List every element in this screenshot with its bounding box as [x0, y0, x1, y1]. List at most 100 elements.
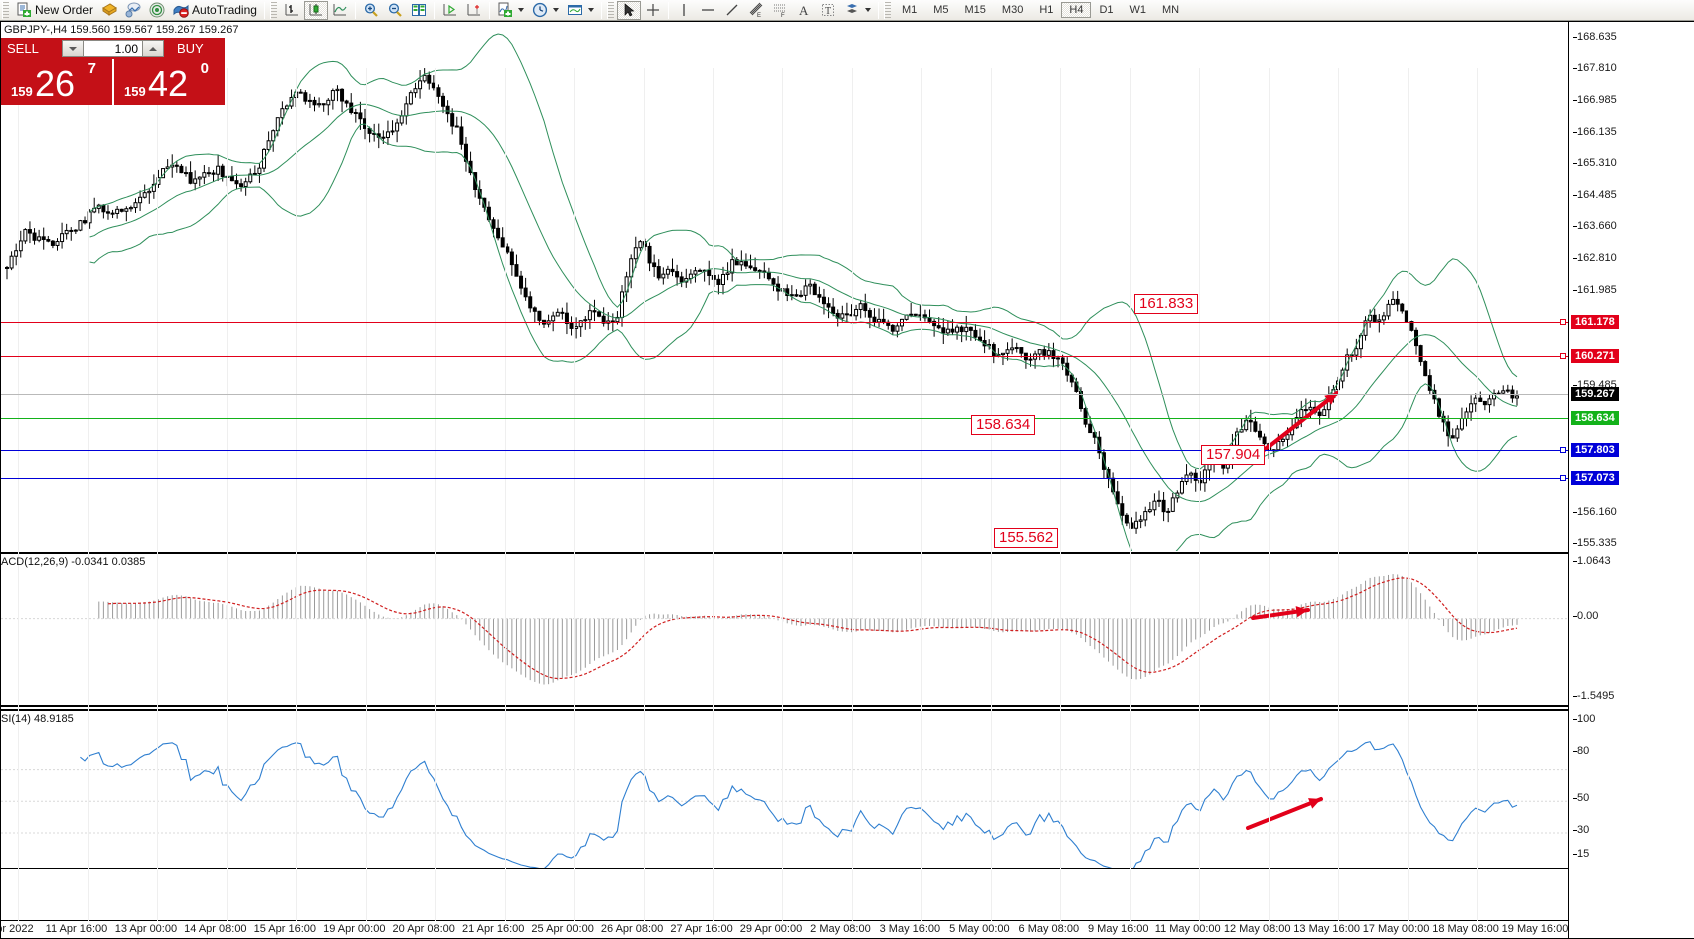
- templates-button[interactable]: [563, 1, 598, 20]
- price-scale[interactable]: 168.635 167.810 166.985 166.135 165.310 164.4…: [1568, 22, 1694, 938]
- svg-text:A: A: [799, 3, 809, 18]
- level-handle[interactable]: [1560, 353, 1566, 360]
- crosshair-button[interactable]: [641, 1, 665, 20]
- price-level-badge-resistance-level[interactable]: 161.178: [1571, 314, 1619, 329]
- level-handle[interactable]: [1560, 318, 1566, 325]
- price-tick: 167.810: [1573, 62, 1617, 75]
- buy-button[interactable]: BUY: [167, 38, 225, 59]
- level-handle[interactable]: [1560, 474, 1566, 481]
- timeframe-mn[interactable]: MN: [1162, 4, 1180, 16]
- vertical-line-button[interactable]: [672, 1, 696, 20]
- autotrading-icon: [173, 2, 189, 18]
- time-tick: 2 May 08:00: [810, 923, 871, 935]
- line-studies-grip[interactable]: [606, 1, 614, 19]
- price-level-line-157-073[interactable]: [1, 477, 1568, 479]
- price-annotation-161-833[interactable]: 161.833: [1134, 294, 1199, 314]
- price-level-badge-resistance-level[interactable]: 160.271: [1571, 349, 1619, 364]
- bar-chart-button[interactable]: [280, 1, 304, 20]
- price-annotation-155-562[interactable]: 155.562: [994, 528, 1059, 548]
- zoom-out-icon: [387, 2, 403, 18]
- expert-advisors-icon: [101, 2, 117, 18]
- chart-toolbar-grip[interactable]: [269, 1, 277, 19]
- price-annotation-158-634[interactable]: 158.634: [971, 415, 1036, 435]
- rsi-tick: 15: [1572, 847, 1590, 860]
- expert-advisors-button[interactable]: [97, 1, 121, 20]
- candlestick-chart-button[interactable]: [303, 0, 328, 20]
- macd-indicator-plot[interactable]: ACD(12,26,9) -0.0341 0.0385: [1, 552, 1568, 707]
- candlestick-chart-icon: [308, 2, 324, 18]
- auto-scroll-button[interactable]: [462, 1, 486, 20]
- timeframe-w1[interactable]: W1: [1129, 4, 1147, 16]
- time-gridline: [1407, 68, 1409, 921]
- volume-increase-button[interactable]: [142, 40, 164, 57]
- volume-input[interactable]: 1.00: [84, 40, 142, 57]
- zoom-out-button[interactable]: [383, 1, 407, 20]
- data-window-button[interactable]: [121, 1, 145, 20]
- cursor-button[interactable]: [616, 0, 641, 20]
- timeframe-h1[interactable]: H1: [1039, 4, 1054, 16]
- rsi-indicator-plot[interactable]: SI(14) 48.9185: [1, 709, 1568, 869]
- line-chart-button[interactable]: [328, 1, 352, 20]
- text-button[interactable]: A: [792, 1, 816, 20]
- price-level-line-160-271[interactable]: [1, 356, 1568, 358]
- clock-icon: [532, 2, 548, 18]
- time-gridline: [1199, 68, 1201, 921]
- timeframe-m30[interactable]: M30: [1001, 4, 1024, 16]
- equidistant-channel-button[interactable]: E: [744, 1, 768, 20]
- level-handle[interactable]: [1560, 447, 1566, 454]
- time-scale[interactable]: 8 Apr 2022 11 Apr 16:00 13 Apr 00:00 14 Apr…: [1, 68, 1568, 938]
- time-gridline: [87, 68, 89, 921]
- equidistant-channel-icon: E: [748, 2, 764, 18]
- rsi-tick: 80: [1572, 744, 1590, 757]
- indicators-dropdown-arrow[interactable]: [517, 8, 524, 12]
- volume-stepper[interactable]: 1.00: [59, 38, 167, 59]
- timeframe-m1[interactable]: M1: [901, 4, 918, 16]
- buy-price-main: 42: [148, 63, 189, 104]
- timeframe-d1[interactable]: D1: [1099, 4, 1114, 16]
- price-level-badge-last-price[interactable]: 159.267: [1571, 387, 1619, 402]
- data-window-icon: [125, 2, 141, 18]
- buy-price-box[interactable]: 159 42 0: [114, 59, 225, 105]
- price-level-badge-support-level[interactable]: 157.803: [1571, 443, 1619, 458]
- indicators-button[interactable]: [493, 1, 528, 20]
- time-tick: 9 May 16:00: [1087, 923, 1149, 935]
- timeframe-h4[interactable]: H4: [1061, 2, 1092, 18]
- volume-decrease-button[interactable]: [62, 40, 84, 57]
- shapes-button[interactable]: [840, 1, 875, 20]
- timeframe-m5[interactable]: M5: [933, 4, 949, 16]
- trendline-button[interactable]: [720, 1, 744, 20]
- text-label-button[interactable]: T: [816, 1, 840, 20]
- time-gridline: [921, 68, 923, 921]
- zoom-in-button[interactable]: [359, 1, 383, 20]
- new-order-button[interactable]: New Order: [12, 1, 97, 20]
- shapes-dropdown-arrow[interactable]: [864, 8, 871, 12]
- grid-button[interactable]: [407, 1, 431, 20]
- price-level-badge-support-level[interactable]: 157.073: [1571, 470, 1619, 485]
- autotrading-button[interactable]: AutoTrading: [169, 1, 261, 20]
- price-annotation-157-904[interactable]: 157.904: [1201, 445, 1266, 465]
- sell-price-box[interactable]: 159 26 7: [1, 59, 112, 105]
- toolbar-separator-3: [433, 1, 435, 19]
- price-tick: 165.310: [1573, 157, 1617, 170]
- sell-button[interactable]: SELL: [1, 38, 59, 59]
- price-level-badge-support-level[interactable]: 158.634: [1571, 411, 1619, 426]
- timeframe-m15[interactable]: M15: [964, 4, 986, 16]
- periods-dropdown-arrow[interactable]: [552, 8, 559, 12]
- fibonacci-button[interactable]: F: [768, 1, 792, 20]
- chart-window[interactable]: GBPJPY-,H4 159.560 159.567 159.267 159.2…: [0, 21, 1694, 939]
- periods-button[interactable]: [528, 1, 563, 20]
- chart-shift-button[interactable]: [438, 1, 462, 20]
- price-level-line-161-178[interactable]: [1, 321, 1568, 323]
- time-tick: 18 May 08:00: [1432, 923, 1499, 935]
- signals-button[interactable]: [145, 1, 169, 20]
- price-level-line-158-634[interactable]: [1, 418, 1568, 420]
- templates-dropdown-arrow[interactable]: [587, 8, 594, 12]
- price-level-line-159-267[interactable]: [1, 394, 1568, 396]
- timeframe-grip[interactable]: [883, 1, 891, 19]
- horizontal-line-button[interactable]: [696, 1, 720, 20]
- price-chart-plot[interactable]: [1, 22, 1568, 551]
- time-gridline: [435, 68, 437, 921]
- toolbar-grip[interactable]: [2, 1, 9, 19]
- one-click-trading-panel[interactable]: SELL 1.00 BUY 159 26 7 159: [1, 38, 225, 105]
- price-level-line-157-803[interactable]: [1, 450, 1568, 452]
